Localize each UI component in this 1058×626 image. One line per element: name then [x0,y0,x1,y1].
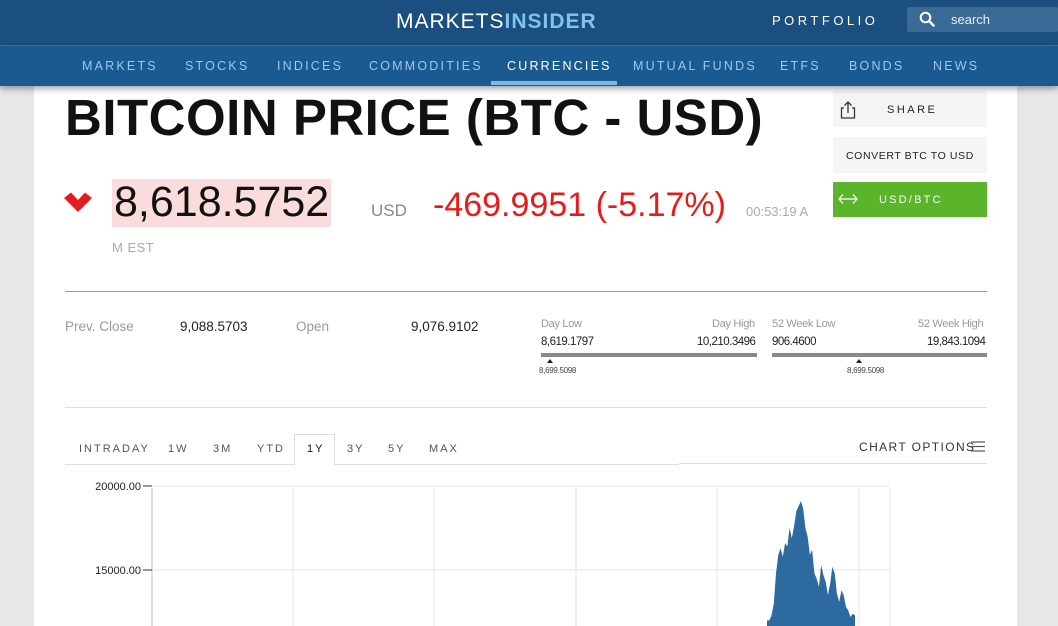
share-button[interactable]: SHARE [833,91,987,127]
tab-ytd[interactable]: YTD [257,443,285,455]
top-bar: MARKETSINSIDER PORTFOLIO [0,0,1058,45]
logo-insider: INSIDER [504,10,597,33]
chart-y-tick-label: 20000.00 [95,481,141,493]
main-nav: MARKETS STOCKS INDICES COMMODITIES CURRE… [0,45,1058,86]
tab-baseline [679,463,987,464]
nav-indices[interactable]: INDICES [277,59,344,73]
nav-currencies[interactable]: CURRENCIES [507,59,612,73]
current-price: 8,618.5752 [112,178,332,227]
open-label: Open [296,319,330,334]
price-down-icon [64,192,92,212]
nav-news[interactable]: NEWS [933,59,980,73]
day-high-label: Day High [712,318,755,330]
search-input[interactable] [951,10,1056,29]
nav-markets[interactable]: MARKETS [82,59,158,73]
day-low-label: Day Low [541,318,582,330]
chart-series-area [767,501,855,626]
currency-code: USD [371,201,407,220]
search-box[interactable] [907,7,1058,32]
divider [65,407,987,408]
tab-max[interactable]: MAX [429,443,459,455]
wk52-low-label: 52 Week Low [772,318,836,330]
nav-stocks[interactable]: STOCKS [185,59,250,73]
nav-commodities[interactable]: COMMODITIES [369,59,483,73]
chart-y-tick-label: 15000.00 [95,565,141,577]
wk52-range-marker-value: 8,699.5098 [847,366,885,375]
page-title: BITCOIN PRICE (BTC - USD) [65,89,764,146]
chart-options-button[interactable]: CHART OPTIONS [859,440,976,454]
day-range-marker [547,359,553,363]
day-high-value: 10,210.3496 [697,336,756,348]
tab-1y[interactable]: 1Y [307,443,325,455]
price-change: -469.9951 (-5.17%) [433,186,726,224]
tab-baseline [65,464,294,465]
price-chart[interactable]: 20000.00 15000.00 [65,470,905,626]
wk52-high-value: 19,843.1094 [927,336,986,348]
active-tab-box [294,434,335,465]
wk52-high-label: 52 Week High [918,318,984,330]
prev-close-value: 9,088.5703 [180,319,248,334]
portfolio-link[interactable]: PORTFOLIO [772,13,879,28]
logo-markets: MARKETS [396,10,505,33]
convert-label: CONVERT BTC TO USD [846,150,974,162]
wk52-low-value: 906.4600 [772,336,816,348]
day-range-marker-value: 8,699.5098 [539,366,577,375]
nav-mutual-funds[interactable]: MUTUAL FUNDS [633,59,757,73]
quote-time: 00:53:19 A [746,204,809,219]
share-icon [840,101,856,119]
search-icon[interactable] [919,11,935,27]
usd-btc-button[interactable]: USD/BTC [833,182,987,217]
prev-close-label: Prev. Close [65,319,134,334]
nav-bonds[interactable]: BONDS [849,59,905,73]
wk52-range-bar [772,353,987,357]
swap-arrows-icon [838,194,858,204]
share-label: SHARE [887,104,938,116]
day-low-value: 8,619.1797 [541,336,594,348]
wk52-range-marker [856,359,862,363]
divider [65,291,987,292]
open-value: 9,076.9102 [411,319,479,334]
quote-time-tz: M EST [112,240,155,255]
tab-intraday[interactable]: INTRADAY [79,443,150,455]
nav-active-indicator [491,81,617,85]
tab-5y[interactable]: 5Y [388,443,406,455]
nav-etfs[interactable]: ETFS [780,59,821,73]
convert-button[interactable]: CONVERT BTC TO USD [833,137,987,173]
menu-icon[interactable] [971,441,985,452]
tab-3y[interactable]: 3Y [347,443,365,455]
tab-baseline [335,464,679,465]
day-range-bar [541,353,757,357]
logo[interactable]: MARKETSINSIDER [396,10,597,34]
usd-btc-label: USD/BTC [879,194,943,206]
tab-3m[interactable]: 3M [213,443,233,455]
tab-1w[interactable]: 1W [168,443,189,455]
